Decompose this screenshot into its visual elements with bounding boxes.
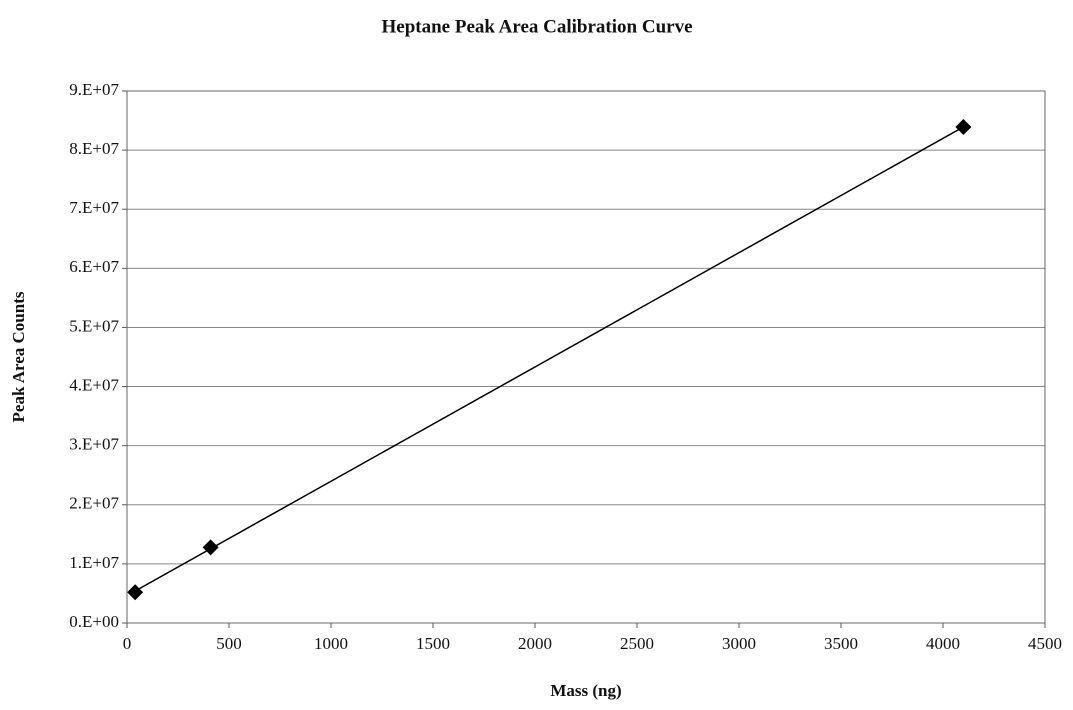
y-tick-label: 7.E+07 [69,198,119,217]
y-tick-label: 9.E+07 [69,80,119,99]
x-tick-label: 4500 [1028,634,1062,653]
data-point [127,584,144,601]
data-point [955,119,972,136]
data-point [202,539,219,556]
y-tick-label: 4.E+07 [69,375,119,394]
x-tick-label: 3000 [722,634,756,653]
x-tick-label: 500 [216,634,242,653]
y-tick-label: 1.E+07 [69,553,119,572]
x-tick-label: 4000 [926,634,960,653]
plot-border [126,90,1046,624]
x-axis-title: Mass (ng) [550,681,621,700]
y-tick-label: 0.E+00 [69,612,119,631]
y-tick-label: 2.E+07 [69,494,119,513]
y-axis-title: Peak Area Counts [9,291,28,422]
chart-title: Heptane Peak Area Calibration Curve [381,16,692,37]
y-tick-label: 3.E+07 [69,435,119,454]
y-tick-label: 6.E+07 [69,257,119,276]
y-tick-label: 5.E+07 [69,316,119,335]
x-tick-label: 1500 [416,634,450,653]
x-tick-label: 0 [123,634,132,653]
x-tick-label: 2000 [518,634,552,653]
x-tick-label: 3500 [824,634,858,653]
trendline [134,126,964,592]
x-tick-label: 1000 [314,634,348,653]
x-tick-label: 2500 [620,634,654,653]
y-tick-label: 8.E+07 [69,139,119,158]
